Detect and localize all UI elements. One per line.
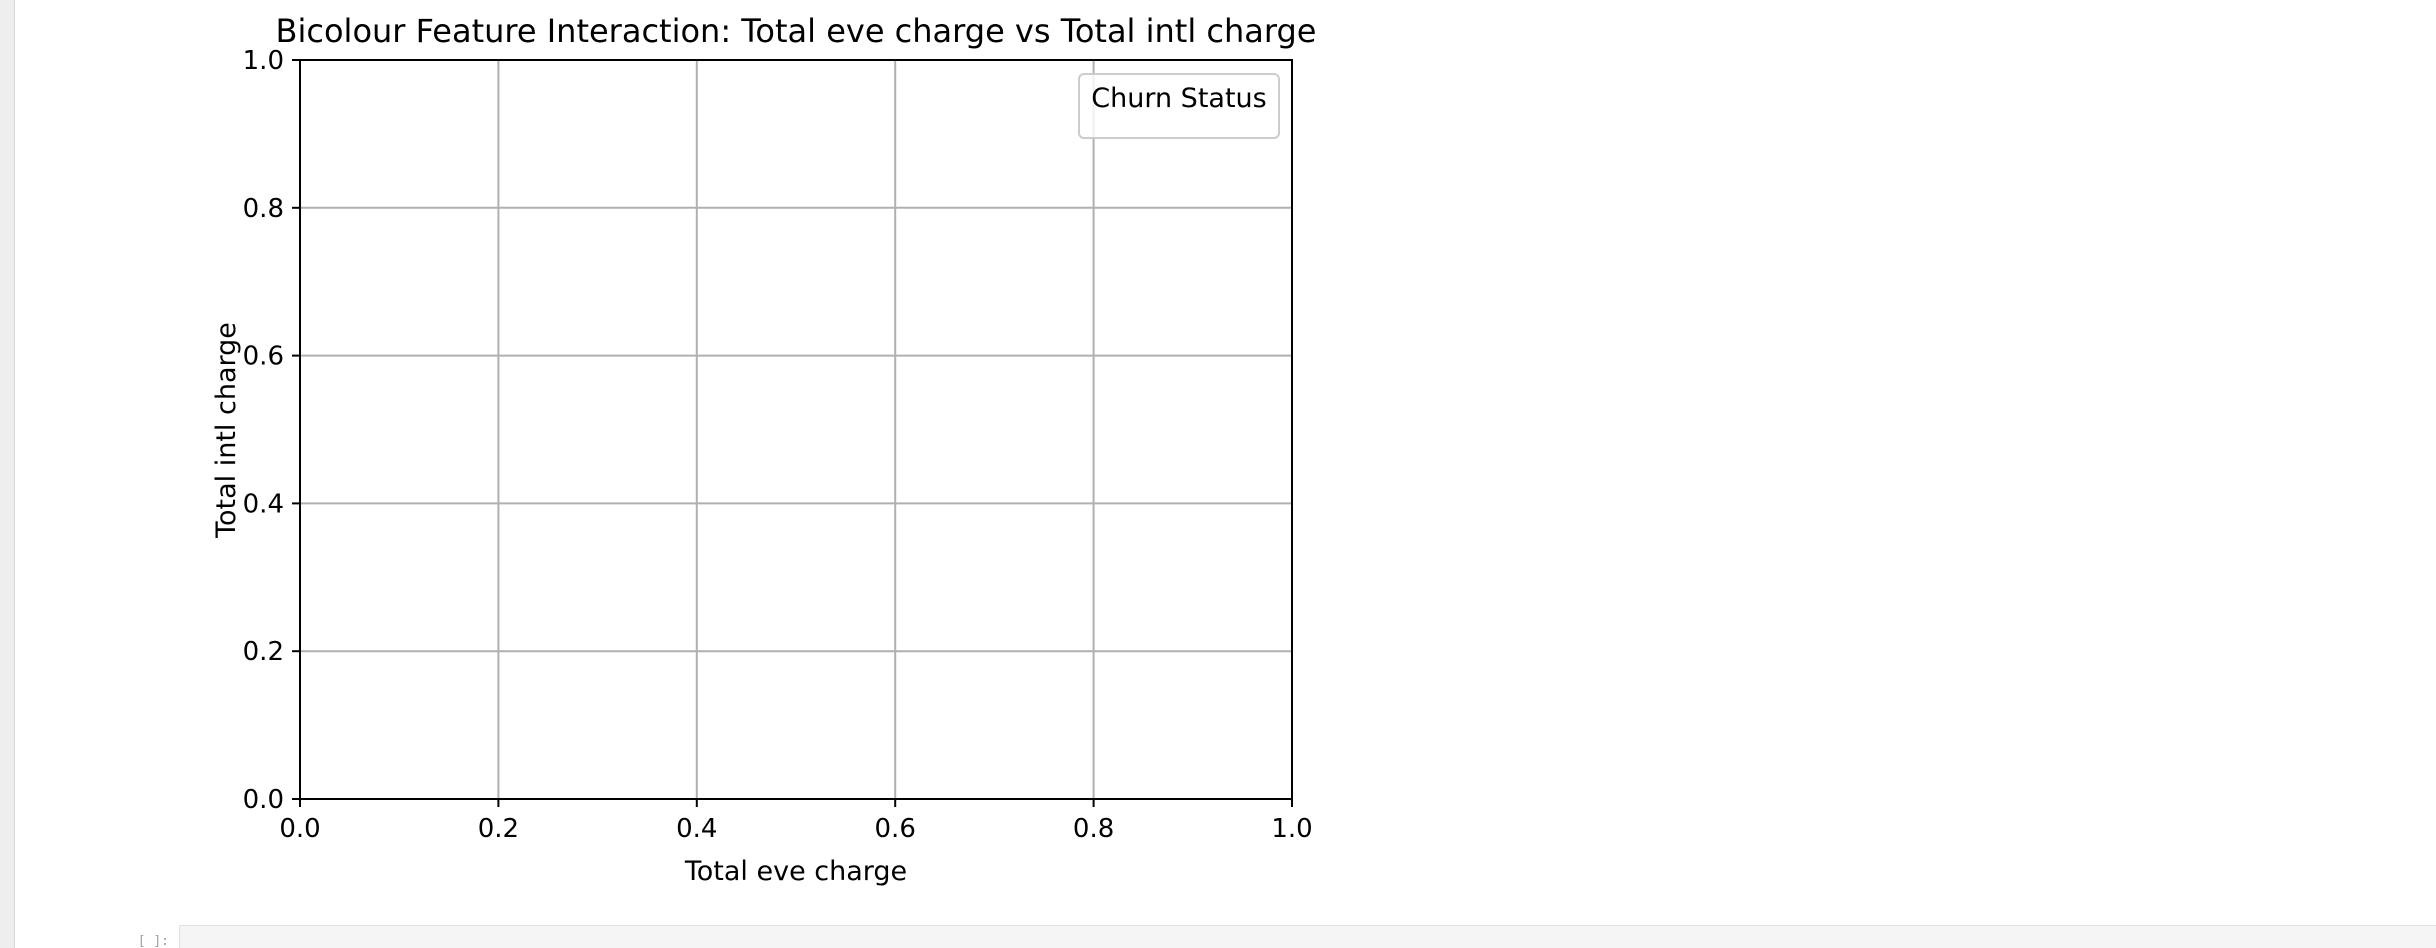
- y-tick-label: 0.6: [243, 342, 284, 372]
- chart-title: Bicolour Feature Interaction: Total eve …: [276, 12, 1317, 50]
- notebook-panel: 0.0 0.2 0.4 0.6 0.8 1.0 0.0 0.2 0.4 0.6 0.8 1.0 Bi…: [14, 0, 2436, 948]
- x-axis-ticks: 0.0 0.2 0.4 0.6 0.8 1.0: [279, 799, 1313, 844]
- x-tick-label: 0.8: [1073, 814, 1114, 844]
- y-tick-label: 1.0: [243, 46, 284, 76]
- plot-frame: [299, 59, 1293, 800]
- y-tick-label: 0.8: [243, 194, 284, 224]
- legend-box: [1078, 73, 1280, 139]
- x-tick-label: 0.6: [875, 814, 916, 844]
- x-tick-label: 0.4: [676, 814, 717, 844]
- chart-grid: [299, 59, 1293, 800]
- next-code-cell[interactable]: [179, 925, 2436, 948]
- x-tick-label: 0.0: [279, 814, 320, 844]
- next-cell-prompt: [ ]:: [137, 934, 169, 948]
- x-tick-label: 0.2: [478, 814, 519, 844]
- cell-output: 0.0 0.2 0.4 0.6 0.8 1.0 0.0 0.2 0.4 0.6 0.8 1.0 Bi…: [15, 0, 2436, 920]
- chart-legend: Churn Status: [1078, 73, 1280, 139]
- y-axis-ticks: 0.0 0.2 0.4 0.6 0.8 1.0: [243, 46, 300, 815]
- y-axis-label: Total intl charge: [211, 322, 242, 539]
- y-tick-label: 0.0: [243, 785, 284, 815]
- x-tick-label: 1.0: [1271, 814, 1312, 844]
- y-tick-label: 0.4: [243, 489, 284, 519]
- legend-title: Churn Status: [1091, 83, 1266, 114]
- y-tick-label: 0.2: [243, 637, 284, 667]
- scatter-chart: 0.0 0.2 0.4 0.6 0.8 1.0 0.0 0.2 0.4 0.6 0.8 1.0 Bi…: [211, 12, 1317, 887]
- x-axis-label: Total eve charge: [684, 856, 907, 887]
